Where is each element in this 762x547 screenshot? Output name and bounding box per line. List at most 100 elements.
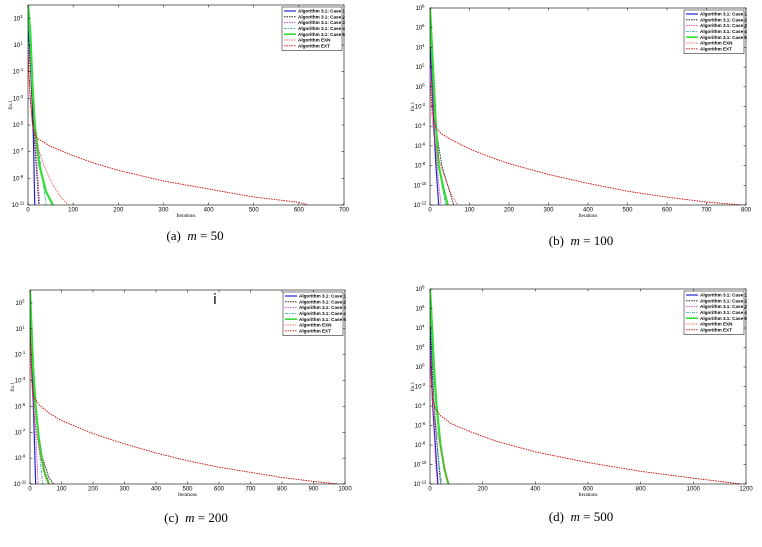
y-tick-label: 10-1: [15, 350, 26, 359]
y-tick-label: 10-4: [415, 122, 426, 131]
x-tick-label: 500: [622, 208, 633, 214]
legend-label-3: Algorithm 3.1: Case 3: [700, 304, 747, 309]
legend-label-4: Algorithm 3.1: Case 4: [700, 310, 747, 315]
legend-label-3: Algorithm 3.1: Case 3: [298, 20, 345, 25]
chart-panel-b: 0 100 200 300 400 500 600 700 800 10-12 10-10 10-8 1…: [0, 0, 762, 273]
series-line-3: [430, 57, 442, 205]
x-tick-label: 900: [308, 487, 319, 493]
y-tick-label: 106: [415, 23, 425, 32]
x-tick-label: 300: [119, 487, 130, 493]
x-tick-label: 800: [636, 487, 647, 493]
caption-letter: (c): [164, 510, 186, 525]
chart-panel-a: 0 100 200 300 400 500 600 700 10-11 10-9 10-7 10-5 1…: [0, 0, 381, 273]
caption-variable: m: [187, 228, 197, 243]
x-tick-label: 200: [504, 208, 515, 214]
legend-label-7: Algorithm EXT: [700, 46, 732, 51]
caption-value: = 100: [579, 233, 614, 248]
legend-label-2: Algorithm 3.1: Case 2: [299, 299, 346, 304]
stray-letter: i: [213, 292, 217, 308]
x-tick-label: 700: [245, 487, 256, 493]
y-tick-label: 10-10: [414, 460, 427, 469]
x-tick-label: 400: [204, 208, 215, 214]
y-tick-label: 10-4: [415, 402, 426, 411]
legend: Algorithm 3.1: Case 1 Algorithm 3.1: Case…: [683, 290, 747, 335]
series-line-3: [30, 328, 39, 484]
caption-variable: m: [570, 509, 580, 524]
caption-variable: m: [185, 510, 195, 525]
series-line-7: [430, 76, 743, 205]
y-tick-label: 103: [13, 14, 23, 23]
x-tick-label: 500: [249, 208, 260, 214]
y-tick-label: 10-8: [415, 161, 426, 170]
x-tick-label: 600: [294, 208, 305, 214]
y-axis-label: En.1: [11, 382, 16, 392]
y-tick-label: 104: [415, 43, 425, 52]
y-tick-label: 10-5: [15, 402, 26, 411]
legend-label-6: Algorithm EXN: [700, 41, 733, 46]
y-tick-label: 10-9: [13, 174, 24, 183]
x-tick-label: 700: [701, 208, 712, 214]
series-line-7: [430, 357, 741, 484]
y-tick-label: 10-12: [414, 201, 427, 210]
legend-label-2: Algorithm 3.1: Case 2: [298, 14, 345, 19]
chart-panel-c: 0 100 200 300 400 500 600 700 800 900 1000 10-11 10-…: [11, 289, 352, 498]
x-axis-label: Iterations: [579, 493, 598, 498]
x-tick-label: 400: [530, 487, 541, 493]
legend-label-3: Algorithm 3.1: Case 3: [299, 305, 346, 310]
legend-label-1: Algorithm 3.1: Case 1: [299, 294, 346, 299]
series-line-6: [28, 58, 69, 205]
x-axis-label: Iterations: [178, 493, 197, 498]
legend-label-2: Algorithm 3.1: Case 2: [700, 17, 747, 22]
series-line-2: [28, 24, 40, 205]
x-tick-label: 1000: [687, 487, 701, 493]
x-tick-label: 200: [88, 487, 99, 493]
y-tick-label: 10-2: [415, 102, 426, 111]
series-line-6: [430, 76, 458, 205]
caption-letter: (a): [166, 228, 188, 243]
x-tick-label: 600: [662, 208, 673, 214]
legend-label-4: Algorithm 3.1: Case 4: [299, 311, 346, 316]
y-tick-label: 102: [415, 343, 425, 352]
legend-label-1: Algorithm 3.1: Case 1: [700, 12, 747, 17]
y-tick-label: 10-7: [13, 147, 24, 156]
y-tick-label: 10-1: [13, 67, 24, 76]
legend-label-4: Algorithm 3.1: Case 4: [298, 26, 345, 31]
x-tick-label: 800: [741, 208, 752, 214]
x-tick-label: 200: [113, 208, 124, 214]
y-tick-label: 10-2: [415, 382, 426, 391]
plot-frame: [27, 4, 345, 206]
caption-value: = 200: [194, 510, 228, 525]
chart-caption: (c) m = 200: [156, 510, 236, 526]
y-tick-label: 106: [415, 304, 425, 313]
x-tick-label: 800: [277, 487, 288, 493]
y-tick-label: 100: [415, 82, 425, 91]
series-line-7: [30, 328, 339, 484]
y-tick-label: 101: [13, 41, 23, 50]
x-tick-label: 0: [26, 208, 30, 214]
x-axis-label: Iterations: [177, 214, 196, 219]
legend-label-7: Algorithm EXT: [298, 43, 330, 48]
caption-value: = 500: [579, 509, 614, 524]
legend-label-1: Algorithm 3.1: Case 1: [298, 9, 345, 14]
x-tick-label: 700: [339, 208, 350, 214]
legend-label-7: Algorithm EXT: [299, 328, 331, 333]
x-tick-label: 400: [583, 208, 594, 214]
legend-label-6: Algorithm EXN: [700, 322, 733, 327]
caption-variable: m: [570, 233, 580, 248]
y-tick-label: 103: [15, 298, 25, 307]
x-tick-label: 100: [56, 487, 67, 493]
x-tick-label: 0: [428, 208, 432, 214]
legend-label-1: Algorithm 3.1: Case 1: [700, 293, 747, 298]
series-line-7: [28, 44, 309, 205]
caption-letter: (d): [548, 509, 571, 524]
chart-caption: (d) m = 500: [541, 509, 621, 525]
x-tick-label: 1200: [739, 487, 753, 493]
chart-caption: (b) m = 100: [541, 233, 621, 249]
x-tick-label: 100: [68, 208, 79, 214]
y-axis-label: En.1: [411, 101, 416, 111]
